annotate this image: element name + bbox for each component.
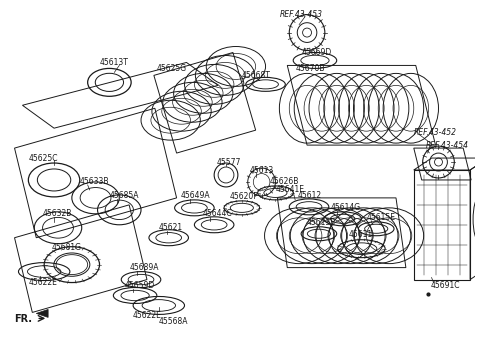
Text: 45670B: 45670B <box>295 64 324 73</box>
Text: 45689A: 45689A <box>129 263 159 272</box>
Text: REF.43-452: REF.43-452 <box>414 128 457 137</box>
Text: 45659D: 45659D <box>124 281 155 290</box>
Bar <box>414 170 470 279</box>
Text: REF.43-454: REF.43-454 <box>426 141 468 149</box>
Polygon shape <box>36 310 48 317</box>
Text: 45691C: 45691C <box>431 281 460 290</box>
Text: FR.: FR. <box>14 314 33 325</box>
Text: 45614G: 45614G <box>331 203 361 212</box>
Text: 45613: 45613 <box>250 166 274 174</box>
Text: 45615E: 45615E <box>366 213 396 222</box>
Text: 45626B: 45626B <box>269 177 299 186</box>
Text: 45625G: 45625G <box>157 64 187 73</box>
Text: 45685A: 45685A <box>109 192 139 200</box>
Text: 45622E: 45622E <box>28 278 57 287</box>
Text: 45613T: 45613T <box>99 58 128 67</box>
Text: 45649A: 45649A <box>180 192 210 200</box>
Text: 45622E: 45622E <box>132 311 161 320</box>
Text: 45611: 45611 <box>348 230 372 239</box>
Text: 45621: 45621 <box>159 223 183 232</box>
Text: 45577: 45577 <box>216 158 240 167</box>
Text: 45625C: 45625C <box>28 154 58 162</box>
Text: 45612: 45612 <box>297 192 321 200</box>
Text: 45633B: 45633B <box>80 177 109 186</box>
Text: 45620F: 45620F <box>230 193 259 201</box>
Text: 45668T: 45668T <box>242 71 271 80</box>
Text: 45632B: 45632B <box>42 209 72 218</box>
Text: 45681G: 45681G <box>52 243 82 252</box>
Text: 45613E: 45613E <box>307 218 336 227</box>
Text: 45641E: 45641E <box>276 185 304 194</box>
Text: 45644C: 45644C <box>202 209 232 218</box>
Text: 45669D: 45669D <box>302 48 332 57</box>
Text: 45568A: 45568A <box>159 317 188 326</box>
Text: REF.43-453: REF.43-453 <box>279 10 323 19</box>
